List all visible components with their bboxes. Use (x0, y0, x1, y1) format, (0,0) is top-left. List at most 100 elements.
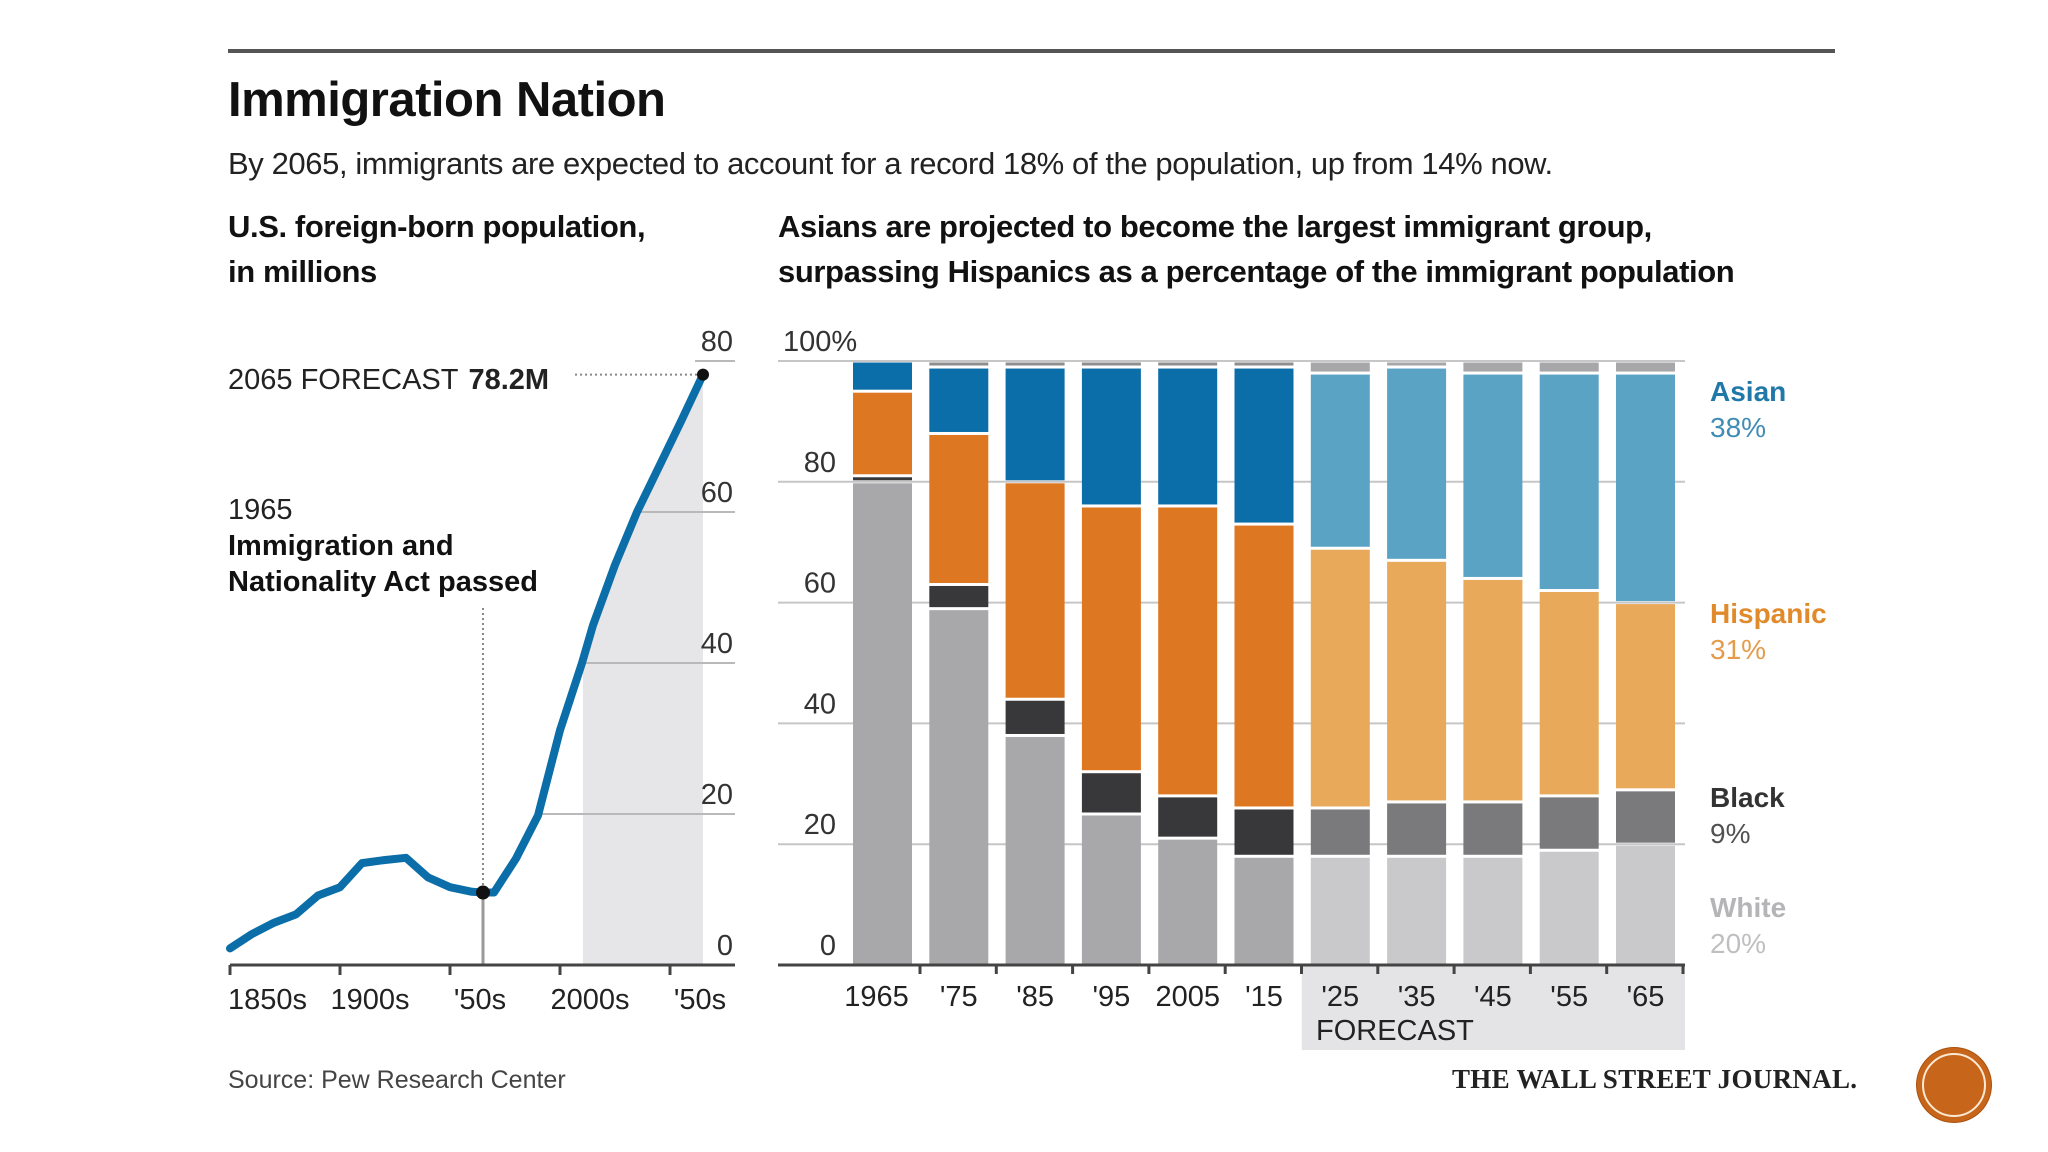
line-chart-title-line1: U.S. foreign-born population, (228, 209, 646, 244)
bar-segment-white (1234, 857, 1294, 964)
top-rule (228, 49, 1835, 53)
bar-segment-white (1005, 736, 1065, 964)
bar-segment-other (1158, 362, 1218, 366)
line-chart-title-line2: in millions (228, 254, 377, 289)
slide-nav-button[interactable] (1917, 1048, 1991, 1122)
bar-segment-hispanic (1387, 561, 1447, 801)
bar-stack (1463, 362, 1523, 964)
line-chart-title: U.S. foreign-born population, in million… (228, 204, 646, 294)
bar-chart-y-tick-label: 80 (804, 447, 836, 479)
legend-value-asian: 38% (1710, 412, 1766, 443)
bar-stack (929, 362, 989, 964)
bar-segment-asian (1310, 374, 1370, 547)
bar-chart-x-tick-label: '25 (1321, 981, 1359, 1013)
bar-segment-other (1616, 362, 1675, 372)
bar-stack (1310, 362, 1370, 964)
bar-segment-other (1463, 362, 1523, 372)
legend-label-black: Black (1710, 782, 1785, 813)
bar-chart-y-tick-label: 0 (820, 930, 836, 962)
line-chart-x-tick-label: '50s (674, 984, 726, 1016)
bar-chart-x-ticks: 1965 '75 '85 '95 2005 '15 '25 '35 '45 '55 '65 (844, 965, 1685, 1013)
bar-segment-other (1005, 362, 1065, 366)
bar-segment-asian (1081, 368, 1141, 505)
bar-segment-other (1081, 362, 1141, 366)
bar-segment-black (1234, 809, 1294, 855)
bar-segment-white (1081, 815, 1141, 964)
publisher-logo: THE WALL STREET JOURNAL. (1452, 1064, 1858, 1094)
line-chart-y-tick-label: 40 (701, 628, 733, 660)
bar-segment-black (853, 477, 912, 481)
bar-segment-other (1234, 362, 1294, 366)
forecast-band (1301, 965, 1685, 1050)
line-chart-y-tick-label: 80 (701, 326, 733, 358)
line-chart-y-tick-labels: 0 20 40 60 80 (701, 326, 733, 962)
bar-chart-x-tick-label: '55 (1550, 981, 1588, 1013)
bar-segment-hispanic (1616, 604, 1675, 789)
bar-stack (1539, 362, 1599, 964)
bar-chart: 0 20 40 60 80 100% 1965 '75 '85 '95 2005 '15 '25 '35… (778, 326, 1827, 1050)
bar-stack (1005, 362, 1065, 964)
event-annotation-line2: Nationality Act passed (228, 566, 538, 598)
bar-stack (1387, 362, 1447, 964)
source-note: Source: Pew Research Center (228, 1066, 566, 1094)
bar-chart-title: Asians are projected to become the large… (778, 204, 1735, 294)
forecast-band-label: FORECAST (1316, 1015, 1474, 1047)
bar-stack (1081, 362, 1141, 964)
bar-chart-bars (853, 362, 1675, 964)
legend-label-white: White (1710, 892, 1786, 923)
forecast-annotation: 2065 FORECAST 78.2M (228, 364, 549, 396)
bar-segment-other (1310, 362, 1370, 372)
line-chart-x-tick-label: 1850s (228, 984, 307, 1016)
bar-segment-hispanic (1005, 483, 1065, 698)
bar-stack (1158, 362, 1218, 964)
bar-segment-hispanic (853, 392, 912, 475)
line-chart-x-ticks: 1850s 1900s '50s 2000s '50s (228, 965, 726, 1016)
bar-segment-asian (1539, 374, 1599, 590)
bar-segment-black (929, 585, 989, 608)
event-annotation-year: 1965 (228, 494, 293, 526)
bar-segment-white (1539, 851, 1599, 964)
bar-chart-title-line1: Asians are projected to become the large… (778, 209, 1652, 244)
forecast-annotation-value: 78.2M (468, 364, 549, 396)
line-chart-gridlines (538, 360, 735, 815)
line-chart-x-tick-label: '50s (454, 984, 506, 1016)
bar-segment-asian (1005, 368, 1065, 481)
line-chart-y-tick-label: 0 (717, 930, 733, 962)
line-chart-x-tick-label: 1900s (330, 984, 409, 1016)
bar-chart-legend: Asian 38% Hispanic 31% Black 9% White 20% (1710, 376, 1827, 959)
bar-chart-y-tick-label: 20 (804, 809, 836, 841)
bar-segment-black (1310, 809, 1370, 855)
event-point (476, 885, 490, 900)
legend-label-hispanic: Hispanic (1710, 598, 1827, 629)
forecast-point (697, 368, 709, 381)
bar-segment-other (1387, 362, 1447, 366)
bar-segment-asian (1234, 368, 1294, 523)
bar-segment-asian (853, 362, 912, 390)
bar-chart-x-tick-label: '35 (1398, 981, 1436, 1013)
bar-segment-hispanic (1158, 507, 1218, 795)
bar-segment-asian (1463, 374, 1523, 577)
forecast-annotation-label: 2065 FORECAST (228, 364, 459, 396)
bar-segment-hispanic (1310, 549, 1370, 807)
bar-segment-hispanic (1234, 525, 1294, 807)
bar-chart-y-tick-label: 100% (783, 326, 857, 358)
bar-segment-white (1616, 845, 1675, 964)
bar-segment-white (1463, 857, 1523, 964)
line-chart-x-tick-label: 2000s (550, 984, 629, 1016)
event-annotation-line1: Immigration and (228, 530, 454, 562)
bar-segment-hispanic (1081, 507, 1141, 771)
bar-chart-x-tick-label: '15 (1245, 981, 1283, 1013)
bar-segment-asian (1616, 374, 1675, 602)
bar-chart-y-tick-label: 40 (804, 688, 836, 720)
bar-segment-hispanic (929, 434, 989, 583)
bar-segment-black (1539, 797, 1599, 849)
bar-chart-x-tick-label: '95 (1093, 981, 1131, 1013)
bar-segment-hispanic (1463, 579, 1523, 801)
bar-segment-black (1387, 803, 1447, 855)
bar-segment-black (1616, 791, 1675, 843)
bar-chart-x-tick-label: '45 (1474, 981, 1512, 1013)
bar-chart-x-tick-label: '65 (1627, 981, 1665, 1013)
bar-segment-other (1539, 362, 1599, 372)
page-title: Immigration Nation (228, 73, 666, 127)
bar-chart-x-tick-label: 2005 (1155, 981, 1220, 1013)
